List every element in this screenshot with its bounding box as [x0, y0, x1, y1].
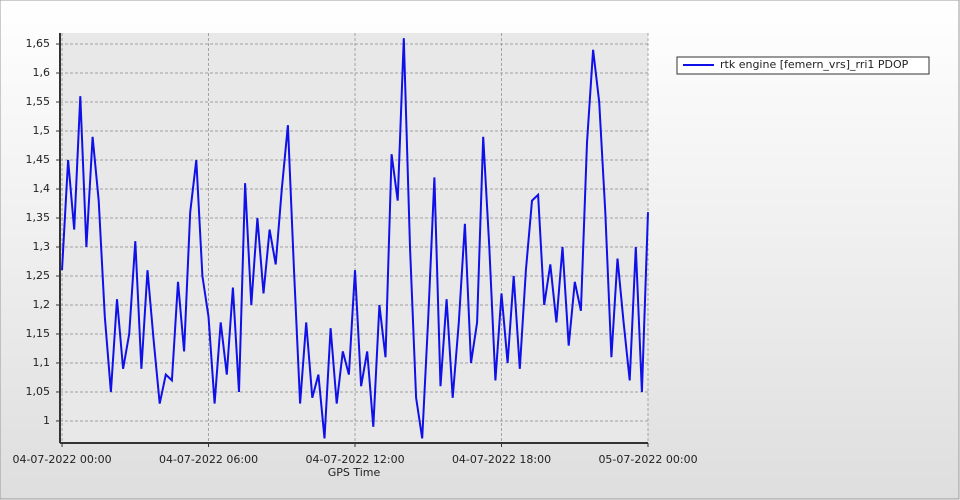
- y-tick-label: 1,65: [26, 37, 51, 50]
- y-tick-label: 1,1: [33, 356, 51, 369]
- y-tick-label: 1,3: [33, 240, 51, 253]
- y-tick-label: 1,55: [26, 95, 51, 108]
- x-tick-label: 04-07-2022 18:00: [452, 453, 551, 466]
- y-tick-label: 1,15: [26, 327, 51, 340]
- legend: [676, 56, 930, 75]
- y-tick-label: 1,05: [26, 385, 51, 398]
- legend-label: rtk engine [femern_vrs]_rri1 PDOP: [720, 58, 909, 71]
- x-tick-label: 05-07-2022 00:00: [598, 453, 697, 466]
- plot-area: [60, 33, 648, 443]
- x-tick-label: 04-07-2022 00:00: [12, 453, 111, 466]
- y-tick-label: 1,4: [33, 182, 51, 195]
- y-tick-label: 1,5: [33, 124, 51, 137]
- y-tick-label: 1,6: [33, 66, 51, 79]
- y-tick-label: 1,25: [26, 269, 51, 282]
- y-tick-label: 1: [43, 414, 50, 427]
- x-axis-label: GPS Time: [328, 466, 381, 479]
- data-line: [61, 38, 649, 439]
- y-tick-label: 1,35: [26, 211, 51, 224]
- y-tick-label: 1,2: [33, 298, 51, 311]
- y-tick-label: 1,45: [26, 153, 51, 166]
- x-tick-label: 04-07-2022 12:00: [305, 453, 404, 466]
- x-tick-label: 04-07-2022 06:00: [159, 453, 258, 466]
